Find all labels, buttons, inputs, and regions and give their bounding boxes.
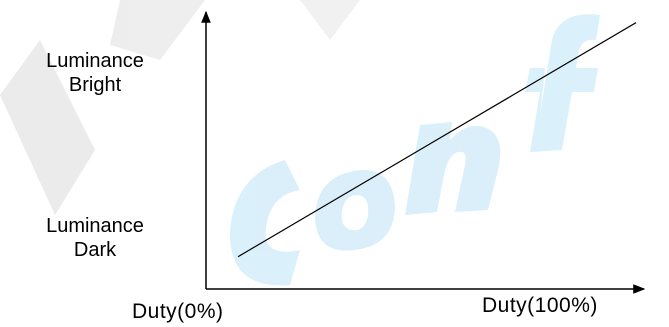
y-tick-label-bottom-line2: Dark xyxy=(73,239,117,261)
y-tick-label-bottom: Luminance Dark xyxy=(4,214,186,262)
watermark-stroke-3 xyxy=(300,0,360,40)
watermark-letter-n xyxy=(405,122,501,215)
y-tick-label-bottom-line1: Luminance xyxy=(46,215,144,237)
y-tick-label-top-line1: Luminance xyxy=(46,50,144,72)
watermark-stroke-1 xyxy=(0,40,95,215)
watermark-shapes xyxy=(0,0,600,286)
x-tick-label-end: Duty(100%) xyxy=(482,294,598,317)
watermark-letter-c xyxy=(229,160,300,286)
watermark-letter-f xyxy=(525,14,600,153)
watermark-letter-o xyxy=(315,169,395,251)
y-tick-label-top: Luminance Bright xyxy=(4,49,186,97)
x-tick-label-start: Duty(0%) xyxy=(132,300,224,323)
y-tick-label-top-line2: Bright xyxy=(68,74,122,96)
series-line xyxy=(237,22,637,258)
watermark-stroke-2 xyxy=(110,0,205,60)
